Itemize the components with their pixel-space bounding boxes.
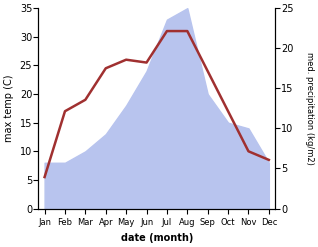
Y-axis label: max temp (C): max temp (C)	[4, 75, 14, 142]
Y-axis label: med. precipitation (kg/m2): med. precipitation (kg/m2)	[305, 52, 314, 165]
X-axis label: date (month): date (month)	[121, 233, 193, 243]
